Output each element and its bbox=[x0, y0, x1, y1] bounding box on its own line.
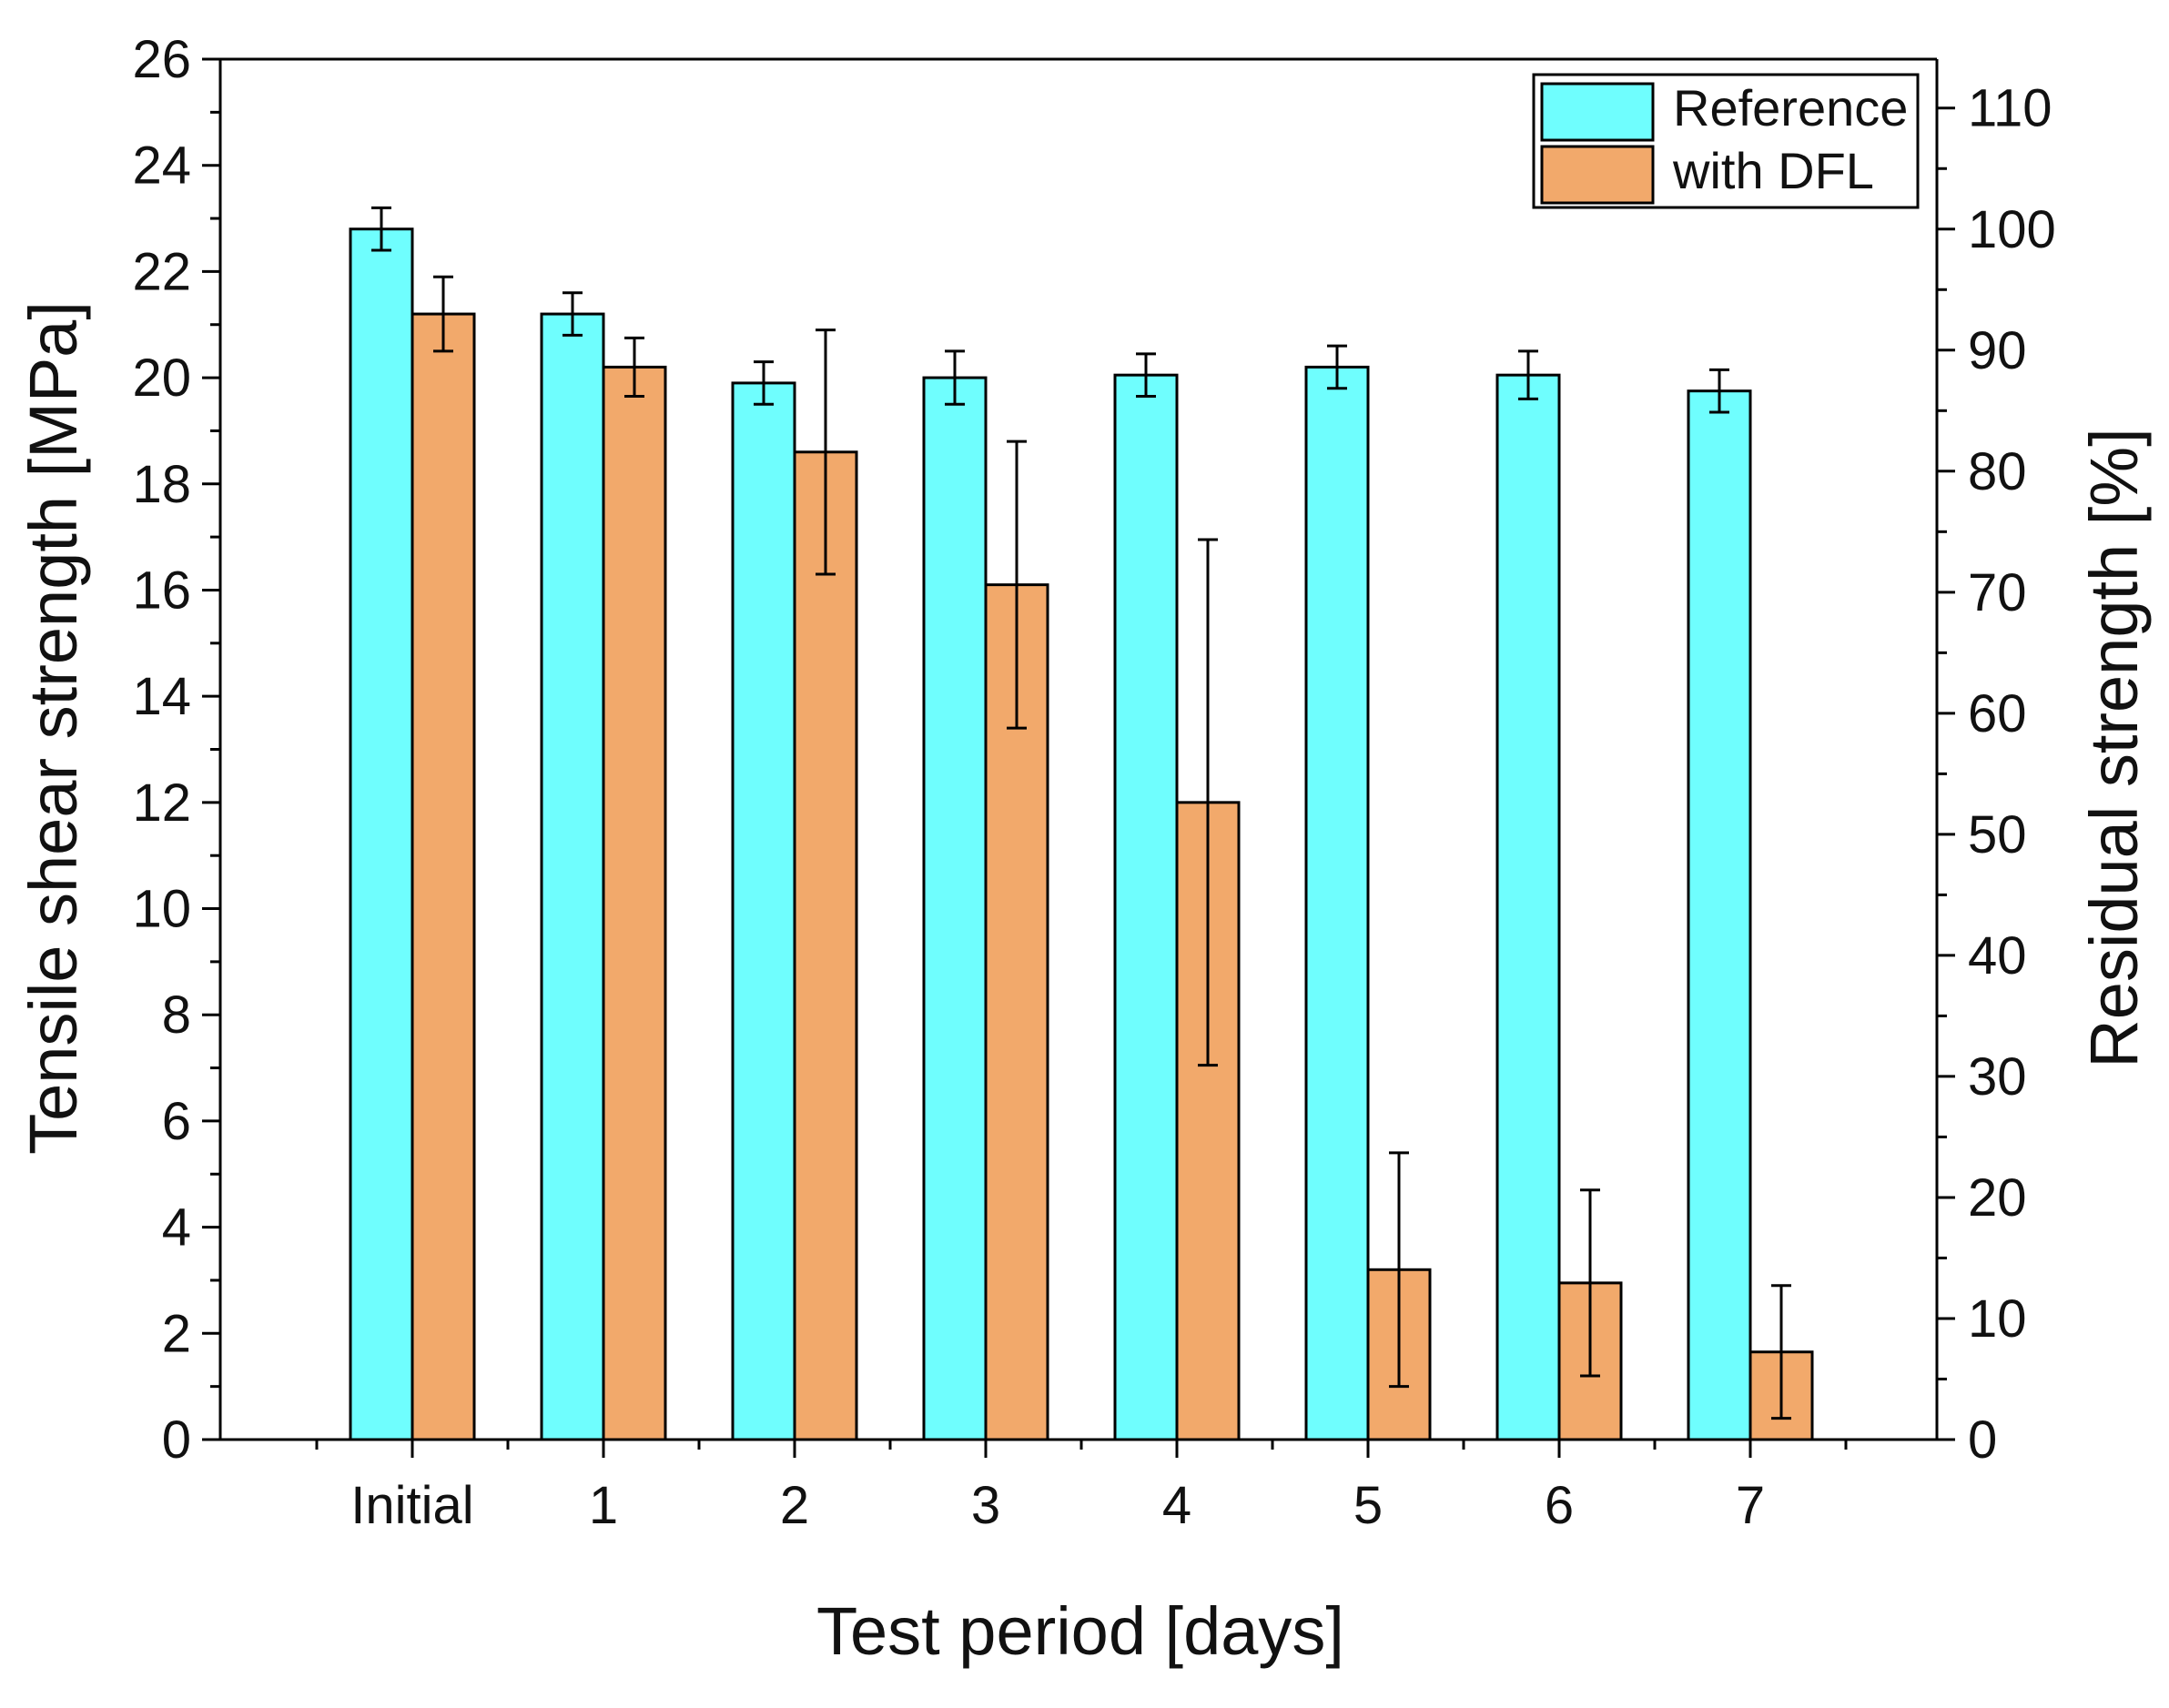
y2-tick-label: 90 bbox=[1968, 321, 2027, 380]
y-tick-label: 16 bbox=[132, 561, 191, 620]
y-tick-label: 22 bbox=[132, 242, 191, 301]
y-tick-label: 4 bbox=[162, 1198, 191, 1258]
x-tick-label: 1 bbox=[589, 1476, 618, 1535]
y-tick-label: 26 bbox=[132, 30, 191, 89]
y-tick-label: 18 bbox=[132, 455, 191, 514]
y2-tick-label: 110 bbox=[1968, 79, 2052, 138]
y2-tick-label: 0 bbox=[1968, 1410, 1997, 1470]
y-tick-label: 8 bbox=[162, 985, 191, 1045]
y-tick-label: 20 bbox=[132, 349, 191, 408]
legend-swatch-reference bbox=[1540, 82, 1655, 142]
bar-reference-2 bbox=[731, 381, 796, 1441]
y2-tick-label: 70 bbox=[1968, 563, 2027, 622]
y2-axis-title: Residual strength [%] bbox=[2076, 428, 2152, 1067]
bar-reference-7 bbox=[1687, 389, 1752, 1441]
x-tick-label: 2 bbox=[780, 1476, 809, 1535]
y2-tick-label: 50 bbox=[1968, 805, 2027, 864]
y-axis-title: Tensile shear strength [MPa] bbox=[15, 301, 91, 1155]
y-tick-label: 2 bbox=[162, 1304, 191, 1363]
y2-tick-label: 30 bbox=[1968, 1047, 2027, 1107]
legend-label-with-dfl: with DFL bbox=[1672, 142, 1874, 199]
legend-label-reference: Reference bbox=[1673, 79, 1908, 136]
bar-with-dfl-1 bbox=[602, 365, 667, 1441]
legend: Reference with DFL bbox=[1532, 73, 1920, 209]
y2-tick-label: 10 bbox=[1968, 1289, 2027, 1349]
y2-tick-label: 100 bbox=[1968, 200, 2056, 259]
y-tick-label: 12 bbox=[132, 773, 191, 833]
bar-with-dfl-2 bbox=[793, 450, 858, 1441]
y-tick-label: 14 bbox=[132, 667, 191, 726]
bar-reference-initial bbox=[349, 227, 414, 1441]
bar-with-dfl-initial bbox=[410, 312, 476, 1441]
bar-reference-3 bbox=[922, 376, 988, 1441]
y-tick-label: 10 bbox=[132, 880, 191, 939]
legend-swatch-with-dfl bbox=[1540, 145, 1655, 205]
y2-tick-label: 80 bbox=[1968, 442, 2027, 501]
x-tick-label: 5 bbox=[1353, 1476, 1383, 1535]
x-tick-label: Initial bbox=[350, 1476, 473, 1535]
bar-reference-1 bbox=[540, 312, 605, 1441]
bar-reference-6 bbox=[1495, 373, 1561, 1441]
bars-layer bbox=[349, 227, 1814, 1441]
x-tick-label: 7 bbox=[1736, 1476, 1765, 1535]
x-tick-label: 3 bbox=[971, 1476, 1000, 1535]
error-bars-layer bbox=[371, 206, 1791, 1420]
y2-tick-label: 40 bbox=[1968, 926, 2027, 985]
x-tick-label: 6 bbox=[1545, 1476, 1574, 1535]
y2-tick-label: 60 bbox=[1968, 684, 2027, 743]
bar-reference-4 bbox=[1113, 373, 1179, 1441]
y-tick-label: 6 bbox=[162, 1092, 191, 1151]
x-axis-title: Test period [days] bbox=[816, 1593, 1344, 1669]
y-tick-label: 0 bbox=[162, 1410, 191, 1470]
y-tick-label: 24 bbox=[132, 136, 191, 196]
y2-tick-label: 20 bbox=[1968, 1168, 2027, 1228]
ticks-layer: 0246810121416182022242601020304050607080… bbox=[132, 30, 2055, 1535]
bar-reference-5 bbox=[1304, 365, 1370, 1441]
x-tick-label: 4 bbox=[1162, 1476, 1191, 1535]
